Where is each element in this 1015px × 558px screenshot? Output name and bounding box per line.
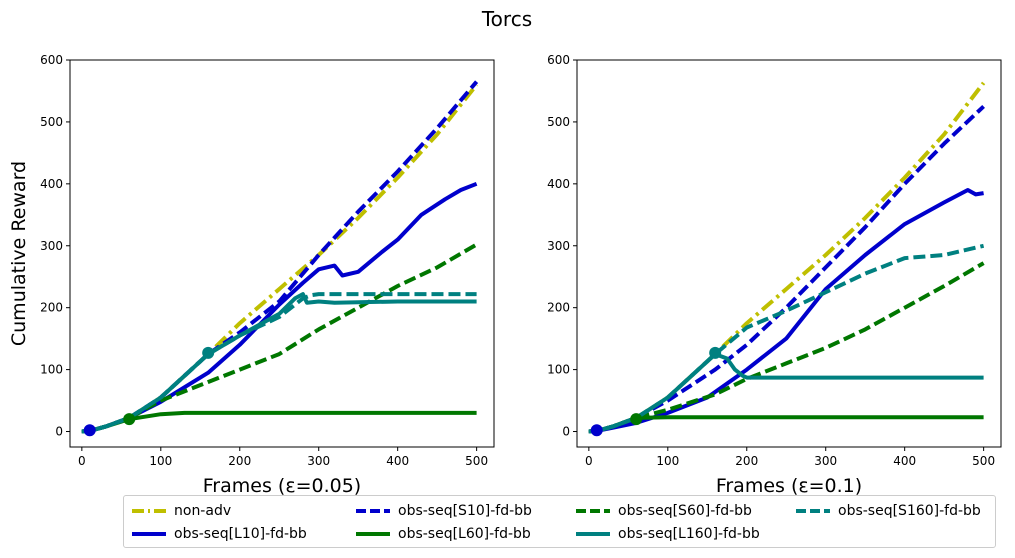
x-tick-label: 500 [972, 454, 995, 468]
y-tick-label: 100 [547, 363, 570, 377]
series-line-obs-seq-s10-fd-bb [81, 80, 479, 434]
x-tick-label: 300 [814, 454, 837, 468]
legend-swatch [576, 532, 610, 536]
series-group [588, 81, 986, 437]
series-line-obs-seq-l60-fd-bb [588, 415, 984, 434]
series-line-obs-seq-s160-fd-bb [81, 292, 477, 434]
legend-label: obs-seq[S10]-fd-bb [398, 503, 532, 519]
legend-label: obs-seq[L60]-fd-bb [398, 526, 531, 542]
y-tick-label: 200 [547, 301, 570, 315]
x-tick-label: 200 [735, 454, 758, 468]
legend-label: obs-seq[L10]-fd-bb [174, 526, 307, 542]
legend-swatch [796, 509, 830, 513]
legend-entry-l60: obs-seq[L60]-fd-bb [356, 524, 531, 544]
plot-frame [69, 59, 495, 448]
legend-entry-l10: obs-seq[L10]-fd-bb [132, 524, 307, 544]
legend-entry-l160: obs-seq[L160]-fd-bb [576, 524, 760, 544]
legend-swatch [132, 509, 166, 513]
x-tick-label: 100 [149, 454, 172, 468]
x-tick-label: 500 [465, 454, 488, 468]
series-line-obs-seq-l160-fd-bb [588, 352, 984, 434]
y-tick-label: 300 [40, 239, 63, 253]
legend-swatch [576, 509, 610, 513]
legend-entry-s60: obs-seq[S60]-fd-bb [576, 501, 752, 521]
legend-label: obs-seq[S60]-fd-bb [618, 503, 752, 519]
x-tick-label: 400 [893, 454, 916, 468]
series-line-obs-seq-s60-fd-bb [81, 242, 478, 434]
series-line-obs-seq-l10-fd-bb [588, 188, 984, 434]
series-line-non-adv [588, 81, 986, 434]
y-tick-label: 100 [40, 363, 63, 377]
attack-start-marker [590, 424, 603, 437]
legend-entry-s10: obs-seq[S10]-fd-bb [356, 501, 532, 521]
y-tick-label: 200 [40, 301, 63, 315]
plot-frame [576, 59, 1002, 448]
x-tick-label: 300 [307, 454, 330, 468]
x-axis-label: Frames (ε=0.1) [716, 475, 862, 497]
y-tick-label: 0 [562, 425, 570, 439]
attack-start-marker [83, 424, 96, 437]
series-line-obs-seq-l60-fd-bb [81, 410, 477, 434]
x-tick-label: 200 [228, 454, 251, 468]
series-line-obs-seq-l10-fd-bb [81, 181, 478, 434]
x-axis-label: Frames (ε=0.05) [203, 475, 361, 497]
legend-swatch [132, 532, 166, 536]
x-tick-label: 400 [386, 454, 409, 468]
figure-title: Torcs [481, 7, 532, 31]
y-tick-label: 600 [547, 53, 570, 67]
legend-label: non-adv [174, 503, 232, 519]
attack-start-marker [123, 413, 136, 426]
legend-swatch [356, 532, 390, 536]
y-tick-label: 500 [40, 115, 63, 129]
attack-start-marker [202, 346, 215, 359]
legend-swatch [356, 509, 390, 513]
y-tick-label: 400 [40, 177, 63, 191]
left-plot-panel: 0 100 200 300 400 500 0 100 200 300 400 500 600 Frame… [8, 53, 495, 497]
attack-start-marker [630, 413, 643, 426]
x-tick-label: 100 [656, 454, 679, 468]
y-axis-label: Cumulative Reward [8, 161, 30, 346]
y-tick-label: 400 [547, 177, 570, 191]
x-tick-label: 0 [585, 454, 593, 468]
legend-entry-non-adv: non-adv [132, 501, 231, 521]
legend-label: obs-seq[L160]-fd-bb [618, 526, 760, 542]
legend-label: obs-seq[S160]-fd-bb [838, 503, 981, 519]
series-line-obs-seq-l160-fd-bb [81, 292, 477, 434]
right-plot-panel: 0 100 200 300 400 500 0 100 200 300 400 500 600 Frame… [547, 53, 1002, 497]
x-tick-label: 0 [78, 454, 86, 468]
y-tick-label: 300 [547, 239, 570, 253]
y-tick-label: 600 [40, 53, 63, 67]
series-line-non-adv [81, 83, 479, 434]
legend: non-adv obs-seq[S10]-fd-bb obs-seq[S60]-… [123, 495, 996, 548]
series-group [81, 80, 479, 437]
y-tick-label: 500 [547, 115, 570, 129]
attack-start-marker [709, 346, 722, 359]
y-tick-label: 0 [55, 425, 63, 439]
legend-entry-s160: obs-seq[S160]-fd-bb [796, 501, 981, 521]
